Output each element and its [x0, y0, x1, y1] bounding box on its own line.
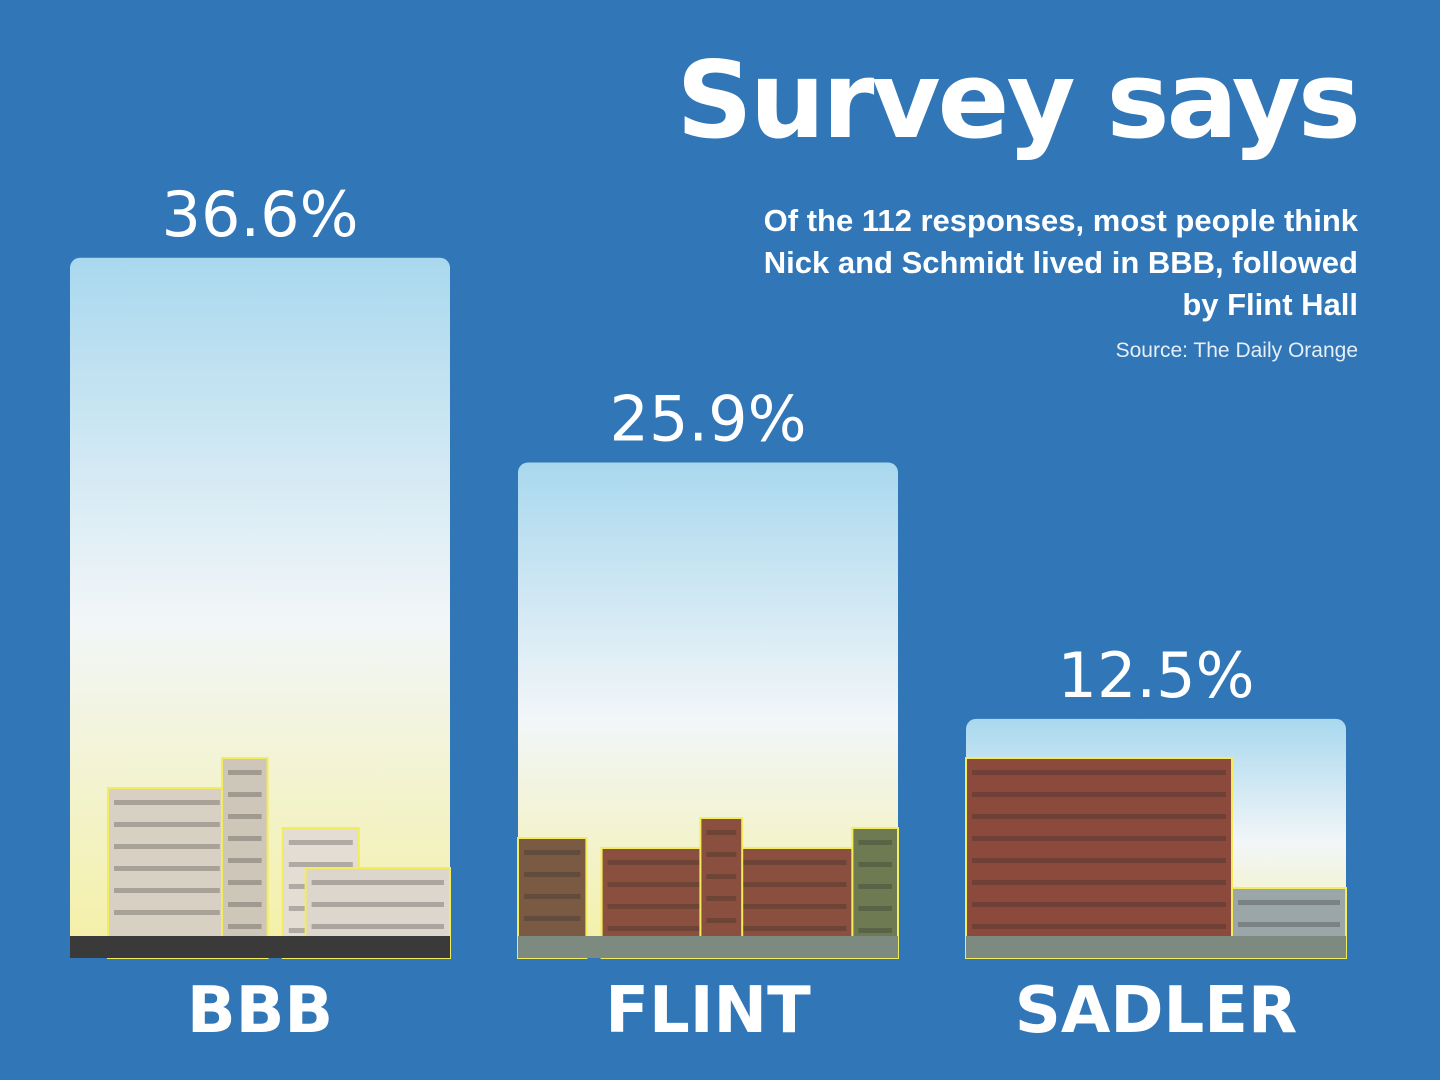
building-window-row [858, 928, 892, 933]
building-window-row [114, 910, 220, 915]
building-window-row [311, 902, 444, 907]
building-window-row [288, 840, 353, 845]
building-window-row [858, 840, 892, 845]
building-window-row [114, 844, 220, 849]
building-window-row [114, 866, 220, 871]
residence-hall-photo [221, 757, 269, 959]
data-label: 36.6% [162, 178, 359, 251]
building-window-row [228, 902, 262, 907]
bar-group-flint: 25.9% FLINT [517, 383, 900, 1048]
building-window-row [228, 858, 262, 863]
residence-hall-photo [965, 757, 1233, 959]
building-window-row [311, 880, 444, 885]
building-window-row [858, 862, 892, 867]
building-window-row [311, 924, 444, 929]
building-window-row [972, 858, 1226, 863]
building-window-row [228, 770, 262, 775]
building-window-row [972, 836, 1226, 841]
building-window-row [228, 792, 262, 797]
chart-title: Survey says [676, 39, 1361, 162]
ground-strip [70, 936, 450, 958]
chart-subtitle: Of the 112 responses, most people think … [763, 203, 1358, 322]
bar-group-sadler: 12.5% SADLER [965, 639, 1347, 1048]
building-window-row [972, 814, 1226, 819]
residence-hall-photo [107, 787, 227, 959]
building-window-row [972, 902, 1226, 907]
building-window-row [706, 918, 737, 923]
ground-strip [966, 936, 1346, 958]
building-window-row [706, 896, 737, 901]
building-window-row [524, 850, 581, 855]
building-window-row [228, 836, 262, 841]
building-window-row [288, 862, 353, 867]
bar-flint [518, 462, 898, 958]
building-window-row [114, 822, 220, 827]
building-window-row [1238, 900, 1340, 905]
building-window-row [706, 874, 737, 879]
building-window-row [858, 884, 892, 889]
source-note: Source: The Daily Orange [1115, 339, 1358, 362]
bar-group-bbb: 36.6% BBB [70, 178, 451, 1048]
building-window-row [972, 924, 1226, 929]
bar-bbb [70, 257, 450, 958]
building-window-row [972, 770, 1226, 775]
building-window-row [228, 880, 262, 885]
data-label: 25.9% [610, 383, 807, 456]
building-window-row [114, 888, 220, 893]
data-label: 12.5% [1058, 639, 1255, 712]
category-label: BBB [187, 974, 333, 1048]
building-window-row [706, 830, 737, 835]
building-window-row [524, 916, 581, 921]
building-window-row [524, 894, 581, 899]
building-window-row [114, 800, 220, 805]
building-window-row [228, 924, 262, 929]
building-window-row [524, 872, 581, 877]
ground-strip [518, 936, 898, 958]
building-window-row [972, 792, 1226, 797]
category-label: SADLER [1015, 974, 1298, 1048]
building-window-row [706, 852, 737, 857]
building-window-row [972, 880, 1226, 885]
building-window-row [228, 814, 262, 819]
building-window-row [1238, 922, 1340, 927]
building-window-row [858, 906, 892, 911]
category-label: FLINT [605, 974, 811, 1048]
